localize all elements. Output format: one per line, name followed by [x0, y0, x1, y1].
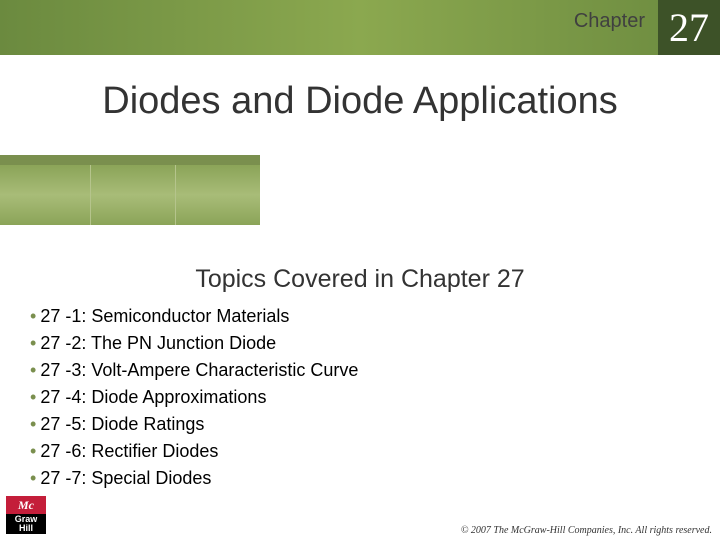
logo-top: Mc — [6, 496, 46, 514]
publisher-logo: Mc Graw Hill — [6, 496, 46, 534]
subtitle: Topics Covered in Chapter 27 — [0, 265, 720, 294]
copyright-text: © 2007 The McGraw-Hill Companies, Inc. A… — [461, 525, 712, 536]
topic-text: 27 -3: Volt-Ampere Characteristic Curve — [40, 360, 358, 380]
logo-line: Hill — [19, 524, 33, 533]
chapter-label: Chapter — [574, 10, 645, 33]
topic-text: 27 -7: Special Diodes — [40, 468, 211, 488]
list-item: •27 -6: Rectifier Diodes — [30, 438, 358, 465]
list-item: •27 -4: Diode Approximations — [30, 384, 358, 411]
topic-text: 27 -4: Diode Approximations — [40, 387, 266, 407]
topics-list: •27 -1: Semiconductor Materials •27 -2: … — [30, 303, 358, 492]
bullet-icon: • — [30, 468, 36, 488]
bullet-icon: • — [30, 414, 36, 434]
bullet-icon: • — [30, 306, 36, 326]
list-item: •27 -3: Volt-Ampere Characteristic Curve — [30, 357, 358, 384]
bullet-icon: • — [30, 333, 36, 353]
topic-text: 27 -2: The PN Junction Diode — [40, 333, 276, 353]
decoration-vline — [90, 165, 91, 225]
list-item: •27 -2: The PN Junction Diode — [30, 330, 358, 357]
topic-text: 27 -5: Diode Ratings — [40, 414, 204, 434]
decoration-bar-thin — [0, 155, 260, 165]
list-item: •27 -5: Diode Ratings — [30, 411, 358, 438]
chapter-number: 27 — [669, 4, 709, 51]
decoration-bar-thick — [0, 165, 260, 225]
decoration-vline — [175, 165, 176, 225]
logo-bottom: Graw Hill — [6, 514, 46, 534]
bullet-icon: • — [30, 387, 36, 407]
list-item: •27 -1: Semiconductor Materials — [30, 303, 358, 330]
topic-text: 27 -1: Semiconductor Materials — [40, 306, 289, 326]
topic-text: 27 -6: Rectifier Diodes — [40, 441, 218, 461]
bullet-icon: • — [30, 360, 36, 380]
page-title: Diodes and Diode Applications — [0, 80, 720, 123]
bullet-icon: • — [30, 441, 36, 461]
list-item: •27 -7: Special Diodes — [30, 465, 358, 492]
chapter-number-box: 27 — [658, 0, 720, 55]
